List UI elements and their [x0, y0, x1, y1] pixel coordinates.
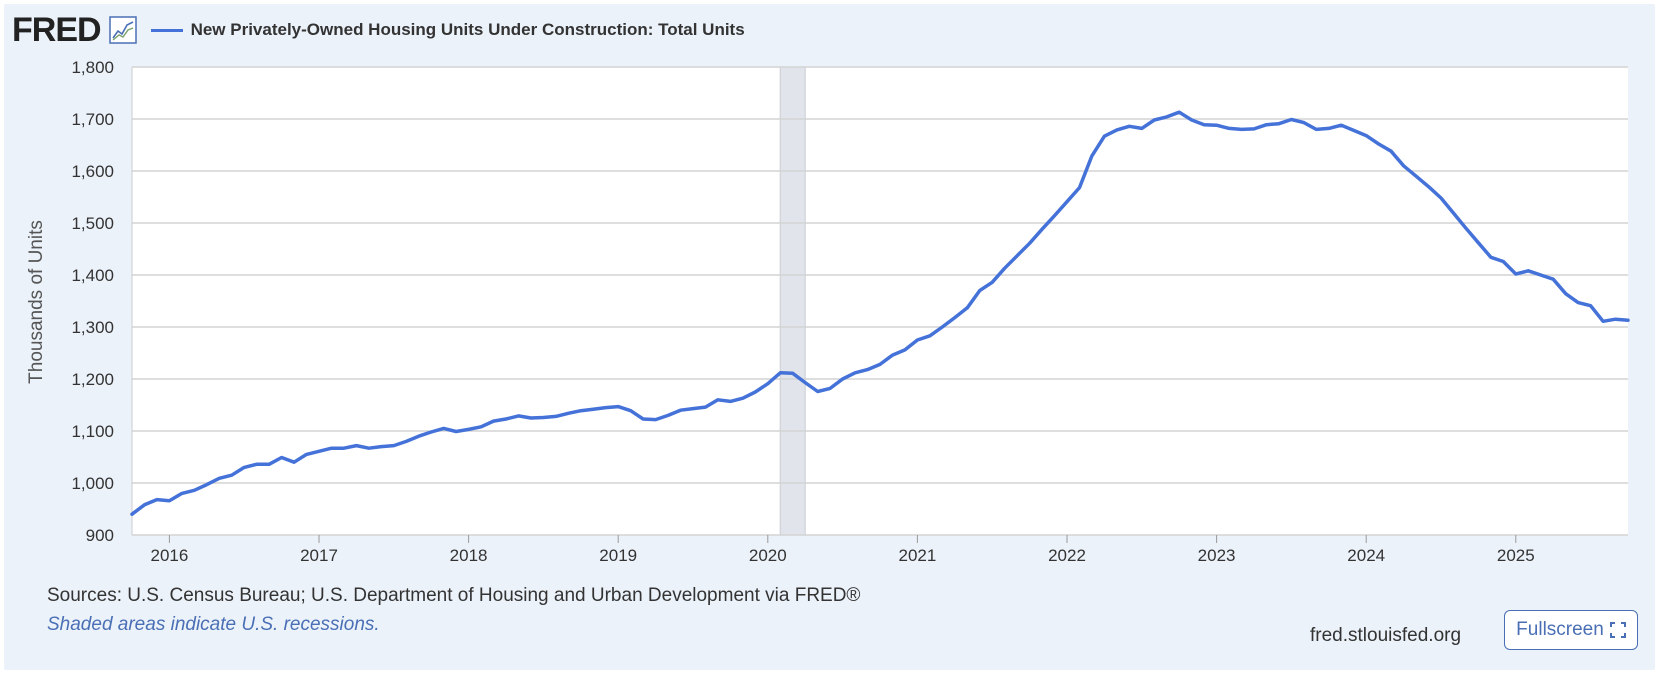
x-tick-label: 2018	[450, 546, 488, 565]
y-tick-label: 1,500	[71, 214, 114, 233]
fullscreen-icon	[1609, 622, 1626, 638]
y-axis-label: Thousands of Units	[26, 220, 47, 384]
x-tick-label: 2025	[1497, 546, 1535, 565]
legend-series-title: New Privately-Owned Housing Units Under …	[190, 20, 745, 39]
fullscreen-button[interactable]: Fullscreen	[1504, 610, 1638, 650]
y-tick-label: 1,700	[71, 110, 114, 129]
y-tick-label: 900	[86, 526, 114, 545]
y-tick-label: 1,100	[71, 422, 114, 441]
recession-note: Shaded areas indicate U.S. recessions.	[47, 614, 380, 635]
x-tick-label: 2021	[898, 546, 936, 565]
x-tick-label: 2017	[300, 546, 338, 565]
x-tick-label: 2016	[150, 546, 188, 565]
y-tick-label: 1,800	[71, 58, 114, 77]
y-tick-label: 1,600	[71, 162, 114, 181]
y-tick-label: 1,200	[71, 370, 114, 389]
series-line	[130, 110, 1630, 516]
y-tick-label: 1,400	[71, 266, 114, 285]
fullscreen-label: Fullscreen	[1516, 619, 1604, 640]
x-tick-label: 2022	[1048, 546, 1086, 565]
legend-swatch	[150, 28, 183, 32]
fred-logo[interactable]: FRED	[12, 11, 102, 49]
line-chart-icon[interactable]	[108, 16, 137, 44]
x-tick-label: 2019	[599, 546, 637, 565]
x-tick-label: 2023	[1198, 546, 1236, 565]
chart-header: FRED New Privately-Owned Housing Units U…	[12, 12, 745, 48]
x-tick-label: 2024	[1347, 546, 1385, 565]
x-tick-label: 2020	[749, 546, 787, 565]
y-tick-label: 1,300	[71, 318, 114, 337]
plot-area	[132, 67, 1628, 535]
recession-band-0	[779, 66, 806, 536]
y-tick-label: 1,000	[71, 474, 114, 493]
sources-text: Sources: U.S. Census Bureau; U.S. Depart…	[47, 585, 861, 606]
site-link[interactable]: fred.stlouisfed.org	[1310, 625, 1462, 646]
